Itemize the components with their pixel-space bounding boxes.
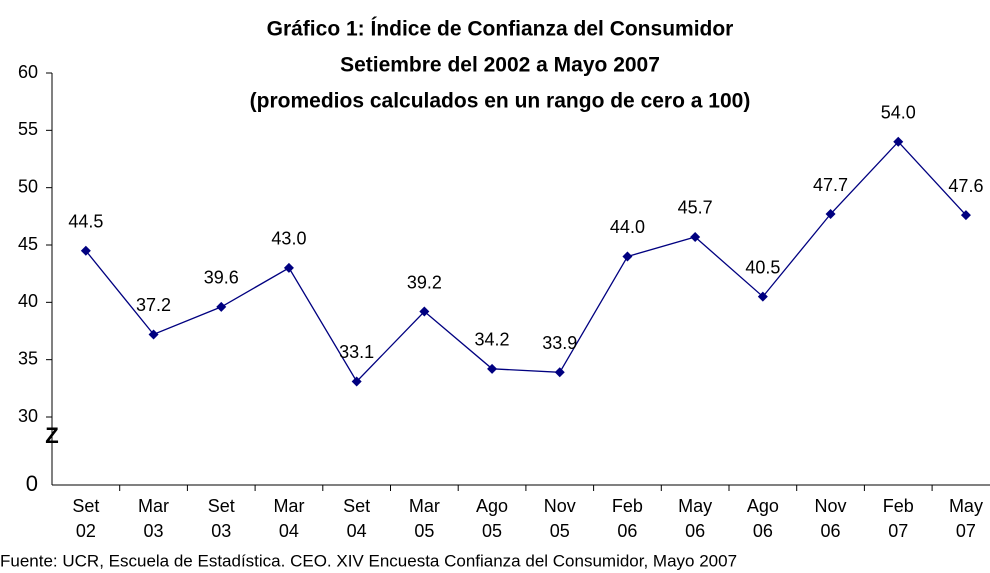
x-tick-label: Mar [409,496,440,516]
x-tick-label: Nov [815,496,847,516]
x-tick-label: Feb [612,496,643,516]
x-tick-label: 02 [76,521,96,541]
y-tick-label: 30 [18,406,38,426]
data-point [283,262,294,273]
data-point [487,363,498,374]
x-tick-label: Set [343,496,370,516]
x-tick-label: Set [208,496,235,516]
data-label: 44.5 [68,211,103,231]
chart-title: (promedios calculados en un rango de cer… [250,90,751,113]
y-tick-label: 0 [26,471,38,496]
x-tick-label: May [949,496,983,516]
x-tick-label: 06 [685,521,705,541]
x-tick-label: 04 [279,521,299,541]
data-point [80,245,91,256]
y-tick-label: 45 [18,234,38,254]
x-tick-label: Set [72,496,99,516]
data-point [960,210,971,221]
series-line [85,140,967,383]
x-tick-label: Nov [544,496,576,516]
data-point [148,329,159,340]
y-tick-label: 50 [18,176,38,196]
data-point [757,291,768,302]
x-tick-label: 07 [888,521,908,541]
x-tick-label: Mar [273,496,304,516]
data-label: 39.6 [204,268,239,288]
data-label: 39.2 [407,272,442,292]
source-note: Fuente: UCR, Escuela de Estadística. CEO… [0,551,737,570]
y-tick-label: 35 [18,348,38,368]
data-label: 54.0 [881,103,916,123]
data-label: 47.7 [813,175,848,195]
chart-title: Setiembre del 2002 a Mayo 2007 [340,54,660,77]
data-point [622,251,633,262]
y-tick-label: 55 [18,119,38,139]
x-tick-label: Ago [476,496,508,516]
data-label: 47.6 [948,176,983,196]
x-tick-label: 06 [821,521,841,541]
data-label: 40.5 [745,257,780,277]
x-tick-label: 06 [617,521,637,541]
data-point [893,136,904,147]
data-label: 37.2 [136,295,171,315]
axis-break: Z [45,423,58,448]
data-point [216,301,227,312]
x-tick-label: 04 [347,521,367,541]
x-tick-label: 07 [956,521,976,541]
x-tick-label: 05 [550,521,570,541]
x-tick-label: 06 [753,521,773,541]
data-label: 33.1 [339,342,374,362]
x-tick-label: Feb [883,496,914,516]
x-tick-label: Ago [747,496,779,516]
y-tick-label: 40 [18,291,38,311]
x-tick-label: 03 [144,521,164,541]
x-tick-label: 05 [414,521,434,541]
data-point [825,209,836,220]
data-point [690,231,701,242]
data-label: 33.9 [542,333,577,353]
chart-title: Gráfico 1: Índice de Confianza del Consu… [267,18,734,41]
x-tick-label: May [678,496,712,516]
data-label: 43.0 [271,229,306,249]
x-tick-label: Mar [138,496,169,516]
data-point [419,306,430,317]
x-tick-label: 03 [211,521,231,541]
data-label: 45.7 [678,198,713,218]
data-label: 34.2 [475,330,510,350]
data-label: 44.0 [610,217,645,237]
data-point [351,376,362,387]
data-point [554,367,565,378]
y-tick-label: 60 [18,62,38,82]
x-tick-label: 05 [482,521,502,541]
